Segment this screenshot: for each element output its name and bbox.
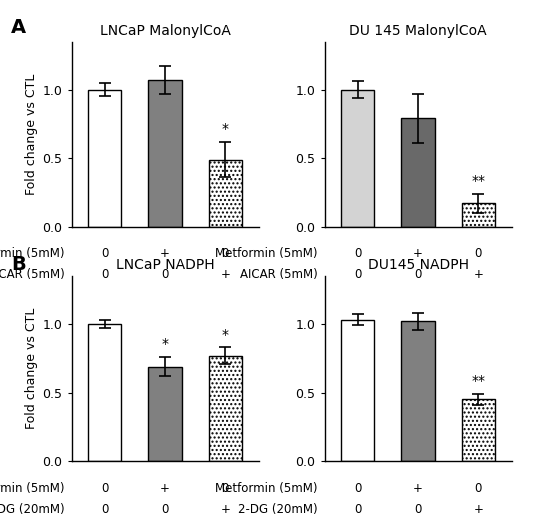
Bar	[88, 324, 121, 461]
Bar	[148, 367, 182, 461]
Bar	[341, 320, 374, 461]
Text: **: **	[471, 375, 485, 389]
Text: *: *	[162, 338, 168, 352]
Text: 0: 0	[101, 482, 108, 494]
Text: +: +	[221, 268, 230, 281]
Bar	[88, 90, 121, 227]
Text: 0: 0	[222, 247, 229, 260]
Text: +: +	[474, 503, 483, 515]
Bar	[402, 118, 434, 227]
Text: Metformin (5mM): Metformin (5mM)	[216, 482, 318, 494]
Y-axis label: Fold change vs CTL: Fold change vs CTL	[25, 308, 39, 429]
Text: *: *	[222, 122, 229, 136]
Text: +: +	[474, 268, 483, 281]
Text: 0: 0	[222, 482, 229, 494]
Text: 2-DG (20mM): 2-DG (20mM)	[238, 503, 318, 515]
Bar	[462, 203, 495, 227]
Text: 0: 0	[475, 247, 482, 260]
Text: Metformin (5mM): Metformin (5mM)	[0, 247, 65, 260]
Text: +: +	[413, 482, 423, 494]
Bar	[209, 356, 242, 461]
Text: 0: 0	[414, 268, 422, 281]
Bar	[148, 80, 182, 227]
Text: +: +	[413, 247, 423, 260]
Y-axis label: Fold change vs CTL: Fold change vs CTL	[25, 73, 39, 195]
Text: AICAR (5mM): AICAR (5mM)	[0, 268, 65, 281]
Title: LNCaP NADPH: LNCaP NADPH	[116, 258, 214, 272]
Text: 0: 0	[101, 247, 108, 260]
Text: **: **	[471, 174, 485, 188]
Text: 0: 0	[414, 503, 422, 515]
Text: 0: 0	[161, 503, 169, 515]
Text: 0: 0	[354, 268, 361, 281]
Bar	[209, 159, 242, 227]
Text: Metformin (5mM): Metformin (5mM)	[0, 482, 65, 494]
Title: DU145 NADPH: DU145 NADPH	[367, 258, 469, 272]
Text: A: A	[11, 18, 26, 37]
Bar	[402, 321, 434, 461]
Text: Metformin (5mM): Metformin (5mM)	[216, 247, 318, 260]
Text: 0: 0	[101, 503, 108, 515]
Text: 0: 0	[354, 503, 361, 515]
Text: +: +	[221, 503, 230, 515]
Text: 0: 0	[475, 482, 482, 494]
Title: DU 145 MalonylCoA: DU 145 MalonylCoA	[349, 24, 487, 38]
Text: +: +	[160, 482, 170, 494]
Text: +: +	[160, 247, 170, 260]
Title: LNCaP MalonylCoA: LNCaP MalonylCoA	[100, 24, 230, 38]
Bar	[341, 90, 374, 227]
Text: AICAR (5mM): AICAR (5mM)	[240, 268, 318, 281]
Text: 0: 0	[354, 482, 361, 494]
Bar	[462, 400, 495, 461]
Text: 2-DG (20mM): 2-DG (20mM)	[0, 503, 65, 515]
Text: *: *	[222, 328, 229, 342]
Text: B: B	[11, 255, 26, 274]
Text: 0: 0	[161, 268, 169, 281]
Text: 0: 0	[101, 268, 108, 281]
Text: 0: 0	[354, 247, 361, 260]
